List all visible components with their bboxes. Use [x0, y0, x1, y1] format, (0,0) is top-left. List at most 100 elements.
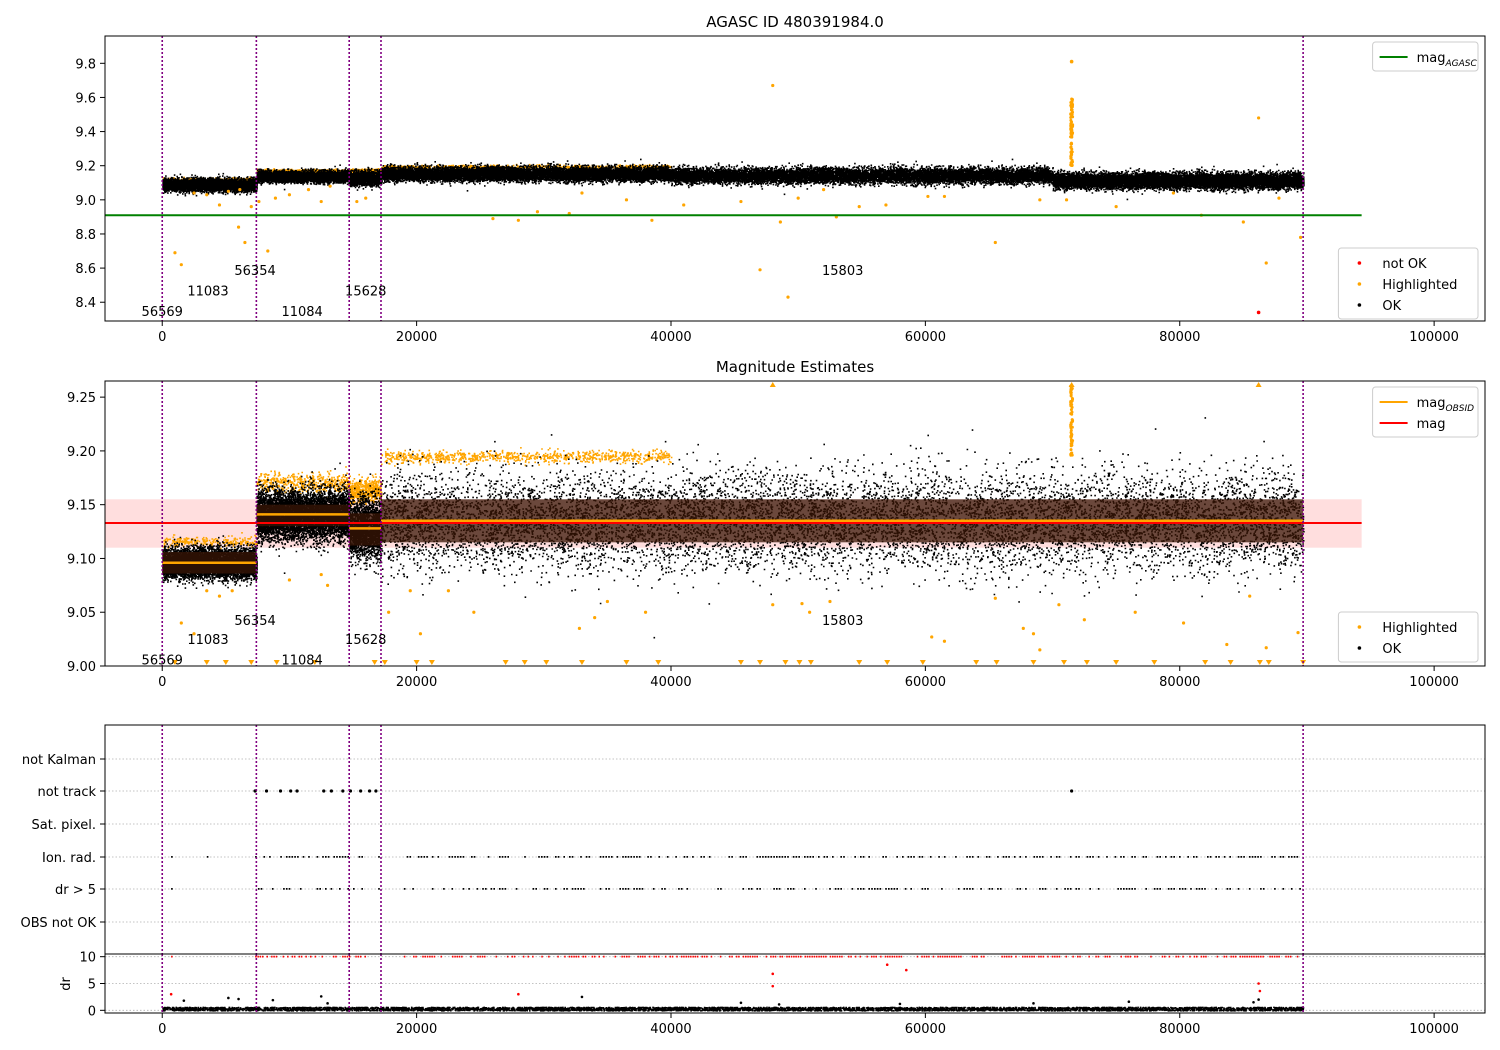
- y-tick-label: 0: [88, 1004, 96, 1019]
- highlighted-spike-point: [1070, 100, 1074, 104]
- highlighted-point: [1133, 610, 1137, 614]
- highlighted-point: [857, 205, 861, 209]
- legend-label: mag: [1417, 417, 1446, 432]
- obsid-label: 15803: [822, 264, 863, 279]
- highlighted-spike-point: [1069, 135, 1073, 139]
- highlighted-spike-point: [1070, 128, 1074, 132]
- x-tick-label: 80000: [1159, 1022, 1200, 1037]
- highlighted-point: [1225, 642, 1229, 647]
- highlighted-spike-point: [1070, 163, 1074, 167]
- highlighted-clipped-marker: [203, 660, 210, 665]
- flag-point: [264, 789, 269, 793]
- flag-point: [278, 789, 283, 793]
- highlighted-point: [217, 594, 222, 598]
- highlighted-clipped-marker: [1202, 660, 1209, 665]
- y-tick-label: 8.4: [75, 296, 96, 311]
- highlighted-spike-point: [1070, 142, 1074, 146]
- legend-label: OK: [1382, 642, 1401, 657]
- highlighted-clipped-marker: [1061, 660, 1068, 665]
- legend-marker: [1357, 625, 1362, 629]
- legend-label: Highlighted: [1382, 278, 1457, 293]
- y-tick-label: 8.6: [75, 262, 96, 277]
- x-tick-label: 60000: [905, 1022, 946, 1037]
- highlighted-point: [1038, 198, 1042, 202]
- highlighted-point: [577, 626, 582, 630]
- dr-ok-point: [237, 997, 240, 1001]
- dr-ok-point: [326, 1002, 329, 1005]
- highlighted-point: [1069, 59, 1074, 64]
- ok-point-cloud: [381, 158, 673, 192]
- dr-ok-point: [319, 995, 323, 998]
- ok-point-cloud: [162, 172, 258, 197]
- dr-not-ok-point: [885, 963, 889, 967]
- highlighted-point: [257, 199, 261, 204]
- highlighted-point: [993, 240, 997, 245]
- panel-flags: not Kalman not track Sat. pixel. Ion. rad. d…: [21, 724, 1486, 955]
- highlighted-clipped-marker: [623, 660, 630, 665]
- highlighted-point: [408, 589, 412, 593]
- highlighted-point: [1296, 631, 1300, 635]
- highlighted-point: [1298, 235, 1303, 239]
- highlighted-point: [249, 205, 253, 209]
- highlighted-point: [1082, 618, 1086, 622]
- panel2-y-ticks: 9.00 9.05 9.10 9.15 9.20 9.25: [67, 391, 105, 675]
- x-tick-label: 100000: [1409, 675, 1459, 690]
- highlighted-point: [884, 203, 888, 207]
- legend-label: not OK: [1382, 257, 1427, 272]
- highlighted-point: [650, 218, 654, 222]
- highlighted-point: [173, 251, 177, 255]
- highlighted-point: [328, 184, 332, 188]
- highlighted-point: [993, 596, 997, 600]
- highlighted-point: [273, 196, 278, 200]
- flag-row-label: OBS not OK: [21, 916, 97, 931]
- y-tick-label: 9.15: [67, 499, 96, 514]
- dr-ok-point: [777, 1003, 781, 1006]
- highlighted-point: [1181, 621, 1186, 625]
- legend-marker: [1357, 303, 1362, 307]
- panel4-plot-area: [105, 954, 1485, 1013]
- flag-point: [1070, 789, 1074, 793]
- highlighted-spike-point: [1069, 408, 1073, 412]
- panel1-frame: [104, 35, 1486, 322]
- panel2-legend-bottom: Highlighted OK: [1337, 611, 1479, 663]
- panel1-legend-top: magAGASC: [1372, 41, 1479, 72]
- highlighted-clipped-marker: [1113, 660, 1120, 665]
- panel4-ylabel: dr: [59, 977, 74, 991]
- flag-point-cloud: [171, 856, 1299, 858]
- highlighted-point: [319, 572, 323, 577]
- dr-ok-point: [1127, 1000, 1131, 1004]
- highlighted-point: [1171, 191, 1175, 195]
- panel-dr: 0 5 10 0 20000 40000 60000 80000 100000 dr: [59, 951, 1486, 1037]
- ok-point-cloud: [1052, 163, 1305, 201]
- x-tick-label: 40000: [650, 675, 691, 690]
- highlighted-point: [1114, 205, 1118, 209]
- dr-ok-point-cloud: [162, 1006, 1305, 1012]
- highlighted-point: [1264, 261, 1268, 265]
- panel-mag-agasc: AGASC ID 480391984.0 56569 11083 56354 1108…: [75, 13, 1486, 345]
- obsid-label: 56569: [142, 654, 183, 669]
- highlighted-point: [238, 187, 242, 192]
- y-tick-label: 8.8: [75, 228, 96, 243]
- flag-row-label: dr > 5: [55, 883, 96, 898]
- highlighted-point: [1057, 603, 1061, 607]
- highlighted-point: [778, 220, 782, 224]
- highlighted-point: [230, 589, 234, 593]
- highlighted-clipped-marker: [1256, 660, 1263, 665]
- not-ok-point: [1256, 310, 1261, 315]
- highlighted-point: [1021, 626, 1025, 630]
- highlighted-spike-point: [1069, 444, 1073, 448]
- panel2-title: Magnitude Estimates: [716, 358, 874, 376]
- legend-marker: [1357, 261, 1362, 265]
- y-tick-label: 9.0: [75, 194, 96, 209]
- highlighted-point: [535, 210, 540, 214]
- highlighted-point: [926, 194, 930, 199]
- flag-point-cloud: [171, 888, 1301, 890]
- highlighted-point: [1241, 220, 1245, 224]
- panel4-y-ticks: 0 5 10: [79, 951, 105, 1019]
- panel4-x-ticks: 0 20000 40000 60000 80000 100000: [158, 1013, 1459, 1037]
- dr-not-ok-point: [1258, 989, 1262, 993]
- x-tick-label: 100000: [1409, 1022, 1459, 1037]
- highlighted-clipped-marker: [884, 660, 891, 665]
- x-tick-label: 60000: [905, 675, 946, 690]
